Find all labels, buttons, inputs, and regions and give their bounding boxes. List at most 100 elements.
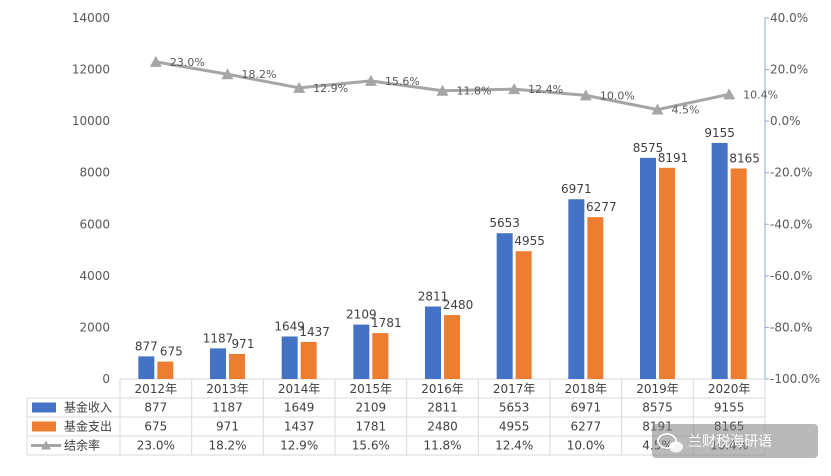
income-value-label: 2109 [346, 308, 377, 322]
category-label: 2016年 [421, 382, 464, 396]
watermark-backdrop [652, 424, 818, 458]
table-cell: 4955 [499, 420, 530, 434]
expense-value-label: 4955 [514, 234, 545, 248]
y-left-tick-label: 10000 [72, 114, 110, 128]
income-bar [281, 336, 298, 379]
table-cell: 23.0% [137, 439, 175, 453]
expense-bar [372, 333, 389, 379]
y-right-tick-label: -80.0% [770, 320, 812, 334]
table-cell: 675 [144, 420, 167, 434]
expense-bar [659, 167, 675, 379]
table-cell: 8575 [642, 401, 673, 415]
y-right-tick-label: 0.0% [770, 114, 801, 128]
expense-bar [300, 341, 317, 379]
table-cell: 10.0% [567, 439, 605, 453]
category-label: 2017年 [493, 382, 536, 396]
rate-marker [723, 88, 736, 100]
legend-key-rate-marker [41, 440, 51, 450]
legend-key-income [32, 402, 56, 413]
table-cell: 9155 [714, 401, 745, 415]
income-bar [138, 356, 155, 379]
category-label: 2018年 [565, 382, 608, 396]
expense-value-label: 2480 [443, 298, 474, 312]
expense-bar [229, 353, 245, 379]
rate-marker [149, 55, 162, 67]
table-cell: 11.8% [423, 439, 461, 453]
table-cell: 15.6% [352, 439, 390, 453]
income-value-label: 2811 [418, 290, 449, 304]
table-cell: 971 [216, 420, 239, 434]
expense-bar [157, 361, 174, 379]
income-bar [568, 199, 585, 379]
table-cell: 6971 [571, 401, 602, 415]
y-left-tick-label: 0 [102, 372, 110, 386]
category-label: 2020年 [708, 382, 751, 396]
income-value-label: 1187 [203, 331, 234, 345]
category-label: 2013年 [206, 382, 249, 396]
rate-marker [508, 83, 521, 95]
legend-key-expense [32, 421, 56, 432]
expense-value-label: 971 [232, 337, 255, 351]
table-cell: 1649 [284, 401, 315, 415]
category-label: 2015年 [350, 382, 393, 396]
legend-label: 结余率 [64, 438, 100, 453]
legend-label: 基金支出 [64, 419, 112, 434]
income-value-label: 8575 [633, 141, 664, 155]
legend-label: 基金收入 [64, 400, 112, 415]
income-bar [353, 324, 370, 379]
expense-bar [587, 217, 604, 379]
income-value-label: 877 [135, 339, 158, 353]
watermark-text: 兰财税海研语 [688, 434, 772, 450]
data-table: 2012年 2013年 2014年 2015年 2016年 2017年 2018年 2019年… [26, 379, 766, 456]
income-value-label: 6971 [561, 182, 592, 196]
income-bar [210, 348, 226, 379]
bars [138, 142, 747, 379]
table-cell: 18.2% [208, 439, 246, 453]
table-cell: 1187 [212, 401, 243, 415]
y-right-tick-label: 40.0% [770, 11, 808, 25]
income-value-label: 9155 [704, 126, 735, 140]
expense-value-label: 8165 [729, 151, 760, 165]
table-cell: 2811 [427, 401, 458, 415]
rate-value-label: 10.0% [600, 89, 635, 102]
table-cell: 877 [144, 401, 167, 415]
table-cell: 12.4% [495, 439, 533, 453]
expense-value-label: 1781 [371, 316, 402, 330]
y-right-tick-label: -20.0% [770, 166, 812, 180]
rate-value-label: 15.6% [385, 75, 420, 88]
rate-value-label: 12.4% [528, 83, 563, 96]
y-left-tick-label: 4000 [79, 269, 110, 283]
y-left-tick-label: 2000 [79, 320, 110, 334]
expense-value-label: 6277 [586, 200, 617, 214]
rate-value-label: 4.5% [672, 104, 700, 117]
rate-line [149, 55, 736, 115]
income-bar [496, 233, 513, 379]
y-right-tick-label: -60.0% [770, 269, 812, 283]
category-label: 2012年 [135, 382, 178, 396]
table-cell: 2109 [356, 401, 387, 415]
y-left-tick-label: 14000 [72, 11, 110, 25]
table-cell: 1781 [356, 420, 387, 434]
expense-value-label: 1437 [299, 325, 330, 339]
expense-bar [730, 168, 747, 379]
axes: 0 2000 4000 6000 8000 10000 12000 14000 -100.0% -… [72, 11, 820, 386]
expense-value-label: 8191 [658, 151, 689, 165]
rate-marker [579, 89, 592, 101]
rate-value-label: 23.0% [170, 56, 205, 69]
category-label: 2014年 [278, 382, 321, 396]
rate-value-label: 12.9% [313, 82, 348, 95]
y-left-tick-label: 6000 [79, 217, 110, 231]
table-cell: 5653 [499, 401, 530, 415]
wechat-icon [657, 433, 683, 453]
rate-marker [364, 74, 377, 86]
watermark: 兰财税海研语 [652, 424, 818, 458]
table-cell: 1437 [284, 420, 315, 434]
table-cell: 2480 [427, 420, 458, 434]
y-right-tick-label: -40.0% [770, 217, 812, 231]
income-bar [711, 142, 728, 379]
rate-value-label: 18.2% [242, 68, 277, 81]
rate-marker [221, 68, 234, 80]
